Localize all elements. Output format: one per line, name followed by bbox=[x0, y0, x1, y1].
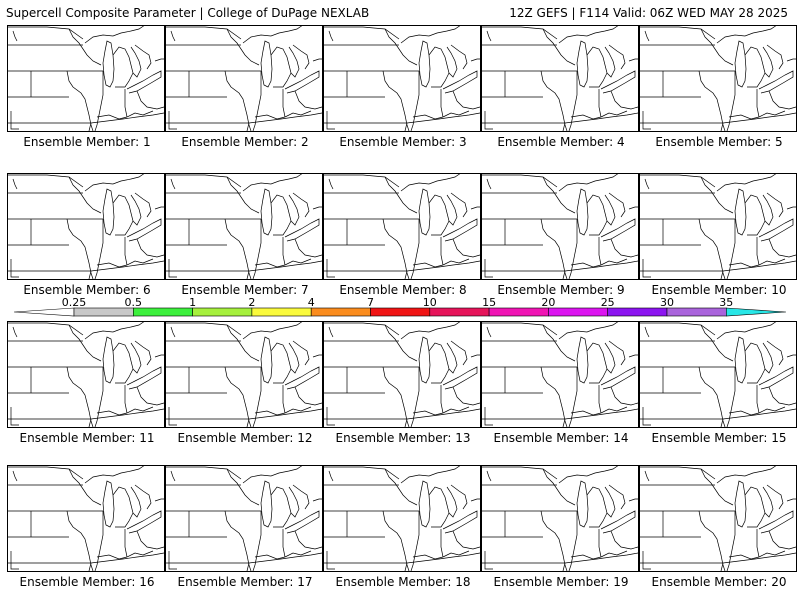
map-svg bbox=[639, 465, 797, 572]
map-panel bbox=[481, 465, 639, 572]
map-svg bbox=[481, 25, 639, 132]
map-panel bbox=[639, 321, 797, 428]
map-svg bbox=[7, 465, 165, 572]
scale-tick-label: 30 bbox=[660, 296, 674, 309]
member-label: Ensemble Member: 12 bbox=[177, 431, 313, 445]
map-svg bbox=[639, 173, 797, 280]
map-svg bbox=[323, 465, 481, 572]
map-panel bbox=[165, 465, 323, 572]
member-label: Ensemble Member: 14 bbox=[493, 431, 629, 445]
map-panel bbox=[165, 173, 323, 280]
scale-tick-label: 0.5 bbox=[125, 296, 143, 309]
scale-tick-label: 10 bbox=[423, 296, 437, 309]
member-label: Ensemble Member: 17 bbox=[177, 575, 313, 589]
member-label: Ensemble Member: 1 bbox=[23, 135, 151, 149]
member-label: Ensemble Member: 20 bbox=[651, 575, 787, 589]
member-label: Ensemble Member: 13 bbox=[335, 431, 471, 445]
member-label: Ensemble Member: 7 bbox=[181, 283, 309, 297]
member-label: Ensemble Member: 18 bbox=[335, 575, 471, 589]
scale-swatch bbox=[310, 307, 371, 317]
map-panel bbox=[639, 465, 797, 572]
map-svg bbox=[481, 321, 639, 428]
map-panel bbox=[481, 173, 639, 280]
scale-tick-label: 2 bbox=[248, 296, 255, 309]
member-label: Ensemble Member: 10 bbox=[651, 283, 787, 297]
map-svg bbox=[639, 25, 797, 132]
scale-swatch bbox=[73, 307, 134, 317]
map-svg bbox=[165, 173, 323, 280]
map-panel bbox=[7, 321, 165, 428]
map-panel bbox=[7, 173, 165, 280]
member-label: Ensemble Member: 8 bbox=[339, 283, 467, 297]
member-label: Ensemble Member: 2 bbox=[181, 135, 309, 149]
color-scale: 0.25 0.5 1 2 4 7 10 15 20 25 30 35 bbox=[13, 296, 787, 317]
map-panel bbox=[7, 465, 165, 572]
map-panel bbox=[323, 465, 481, 572]
map-panel bbox=[7, 25, 165, 132]
member-label: Ensemble Member: 5 bbox=[655, 135, 783, 149]
valid-time-label: 12Z GEFS | F114 Valid: 06Z WED MAY 28 20… bbox=[509, 6, 788, 20]
map-panel bbox=[323, 25, 481, 132]
map-svg bbox=[639, 321, 797, 428]
map-svg bbox=[323, 321, 481, 428]
scale-tick-label: 25 bbox=[601, 296, 615, 309]
scale-tick-label: 4 bbox=[308, 296, 315, 309]
scale-swatch bbox=[607, 307, 668, 317]
map-svg bbox=[7, 25, 165, 132]
scale-swatch bbox=[548, 307, 609, 317]
scale-swatch bbox=[251, 307, 312, 317]
map-svg bbox=[481, 173, 639, 280]
scale-tick-label: 0.25 bbox=[62, 296, 87, 309]
map-svg bbox=[323, 173, 481, 280]
scale-tick-label: 15 bbox=[482, 296, 496, 309]
scale-arrow-left bbox=[13, 307, 75, 317]
scale-swatch bbox=[133, 307, 193, 317]
map-svg bbox=[323, 25, 481, 132]
map-panel bbox=[481, 25, 639, 132]
map-svg bbox=[165, 465, 323, 572]
member-label: Ensemble Member: 11 bbox=[19, 431, 155, 445]
map-panel bbox=[323, 173, 481, 280]
map-panel bbox=[165, 25, 323, 132]
member-label: Ensemble Member: 15 bbox=[651, 431, 787, 445]
scale-tick-label: 7 bbox=[367, 296, 374, 309]
member-label: Ensemble Member: 16 bbox=[19, 575, 155, 589]
map-svg bbox=[7, 321, 165, 428]
map-svg bbox=[165, 25, 323, 132]
map-panel bbox=[639, 25, 797, 132]
page-title: Supercell Composite Parameter | College … bbox=[6, 6, 370, 20]
scale-swatch bbox=[488, 307, 549, 317]
map-panel bbox=[165, 321, 323, 428]
map-panel bbox=[639, 173, 797, 280]
scale-tick-label: 20 bbox=[541, 296, 555, 309]
member-label: Ensemble Member: 3 bbox=[339, 135, 467, 149]
scale-swatch bbox=[666, 307, 727, 317]
scale-swatch bbox=[370, 307, 431, 317]
scale-swatch bbox=[429, 307, 490, 317]
scale-swatch bbox=[192, 307, 253, 317]
scale-tick-label: 1 bbox=[189, 296, 196, 309]
scale-tick-label: 35 bbox=[719, 296, 733, 309]
member-label: Ensemble Member: 19 bbox=[493, 575, 629, 589]
member-label: Ensemble Member: 9 bbox=[497, 283, 625, 297]
map-panel bbox=[323, 321, 481, 428]
member-label: Ensemble Member: 4 bbox=[497, 135, 625, 149]
member-label: Ensemble Member: 6 bbox=[23, 283, 151, 297]
map-svg bbox=[7, 173, 165, 280]
map-svg bbox=[481, 465, 639, 572]
map-panel bbox=[481, 321, 639, 428]
map-svg bbox=[165, 321, 323, 428]
scale-arrow-right bbox=[725, 307, 787, 317]
